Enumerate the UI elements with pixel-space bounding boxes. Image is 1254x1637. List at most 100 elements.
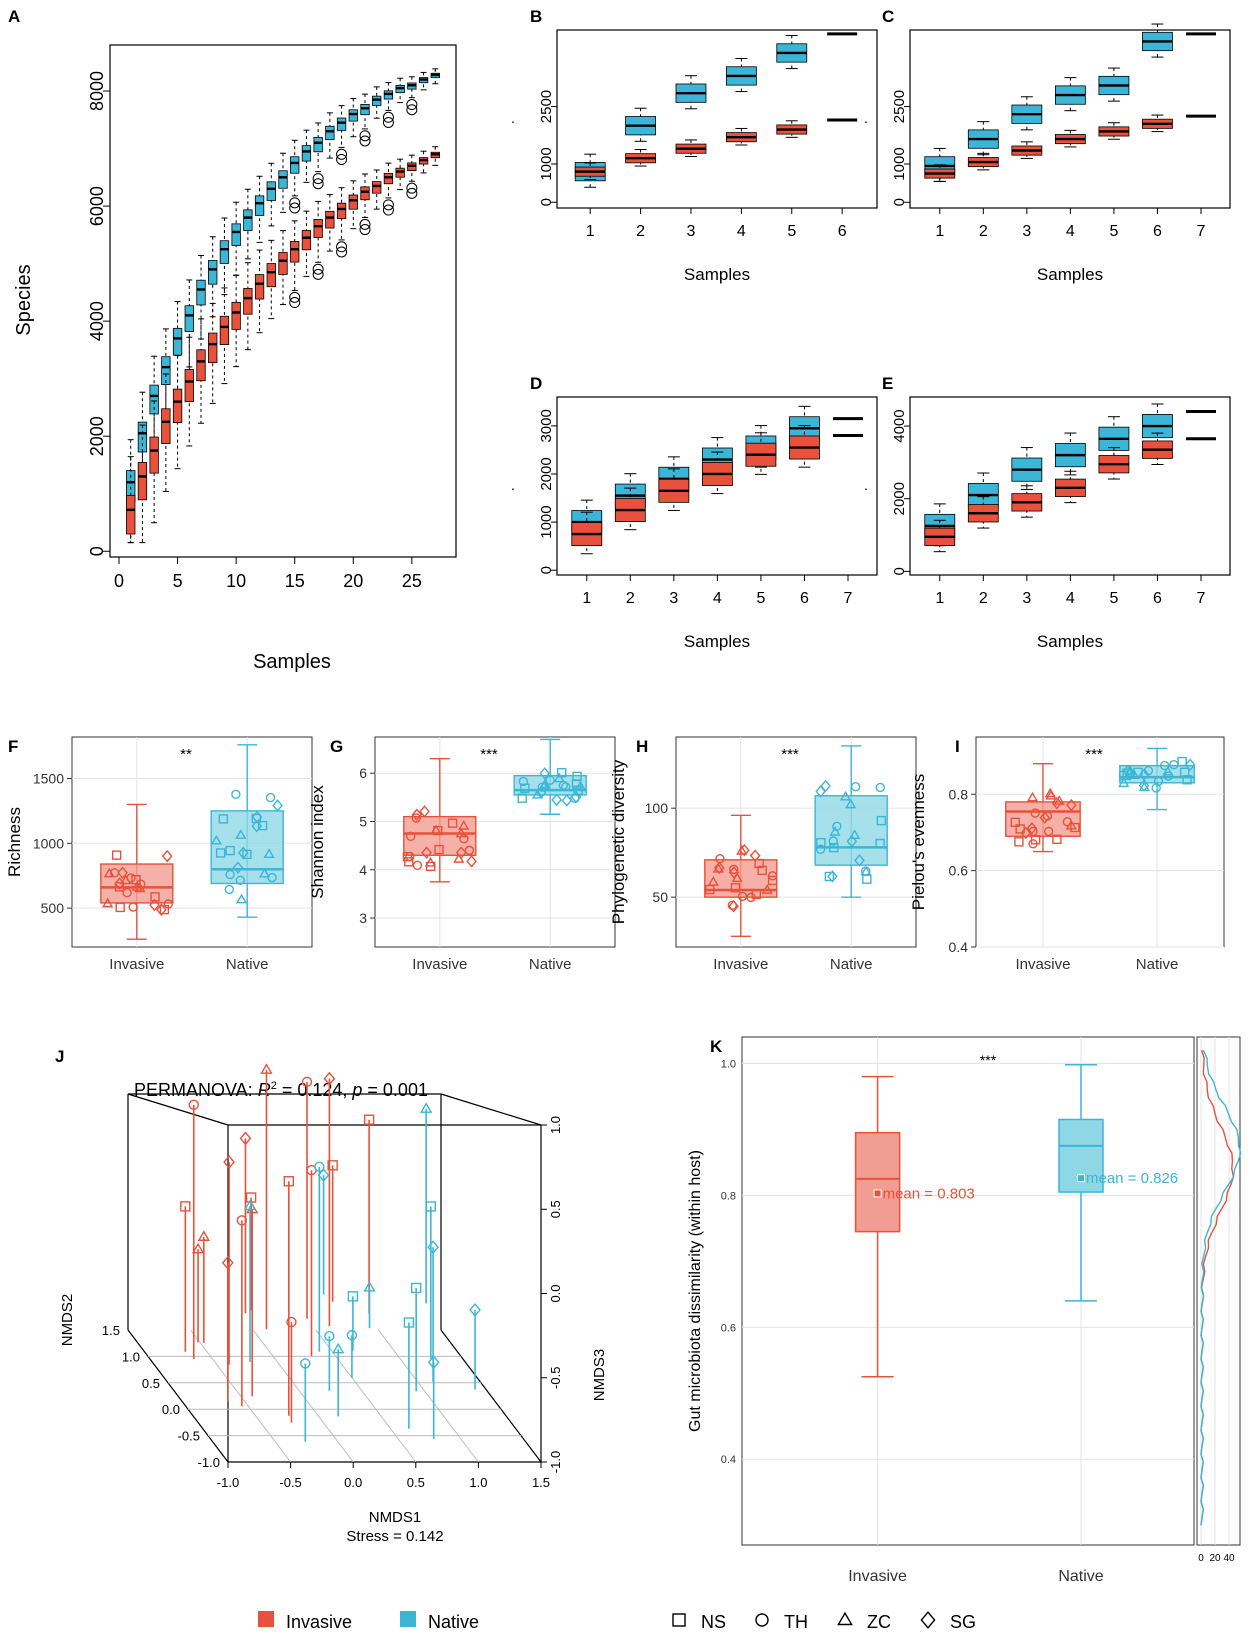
outlier bbox=[359, 130, 371, 142]
data-point bbox=[539, 767, 551, 780]
data-point bbox=[730, 883, 741, 893]
x-tick-label: 1 bbox=[582, 590, 591, 607]
data-point bbox=[1118, 777, 1130, 788]
plot-frame bbox=[556, 396, 878, 576]
outlier bbox=[359, 224, 371, 236]
box bbox=[704, 859, 778, 898]
data-point bbox=[1066, 798, 1077, 812]
data-point bbox=[134, 882, 146, 893]
x-tick-label: 6 bbox=[838, 223, 847, 240]
data-point bbox=[561, 794, 573, 807]
data-point bbox=[243, 1199, 257, 1211]
y-tick-label: 0 bbox=[87, 546, 107, 556]
y-tick-label: 0 bbox=[891, 198, 908, 206]
data-point bbox=[223, 1155, 235, 1170]
stress-label: Stress = 0.142 bbox=[346, 1528, 443, 1545]
data-point bbox=[464, 845, 475, 856]
z-tick-label: 0.0 bbox=[548, 1284, 563, 1302]
legend-swatch bbox=[400, 1611, 416, 1627]
box bbox=[172, 327, 183, 356]
box bbox=[403, 815, 477, 856]
box bbox=[184, 369, 194, 403]
x-tick-label: Invasive bbox=[848, 1568, 907, 1585]
data-point bbox=[1177, 756, 1187, 767]
y-tick-label: 1000 bbox=[33, 835, 64, 851]
x-axis-label: Samples bbox=[684, 265, 750, 284]
data-point bbox=[517, 793, 527, 803]
outlier bbox=[382, 199, 394, 211]
y-tick-label: 1000 bbox=[891, 147, 908, 180]
data-point bbox=[1169, 759, 1179, 770]
circle-icon bbox=[755, 1613, 769, 1627]
y-tick-label: 0 bbox=[891, 567, 908, 575]
y-tick-label: 0.8 bbox=[721, 1190, 736, 1202]
x-tick-label: 5 bbox=[1109, 223, 1118, 240]
outlier bbox=[336, 241, 348, 253]
mean-marker bbox=[1077, 1174, 1085, 1183]
box bbox=[360, 104, 370, 116]
outlier bbox=[312, 173, 324, 185]
panel-letter-g: G bbox=[330, 737, 343, 756]
data-point bbox=[861, 866, 871, 876]
y-tick-label: 500 bbox=[41, 900, 65, 916]
data-point bbox=[557, 768, 567, 778]
y-axis-label: Gut microbiota dissimilarity (within hos… bbox=[687, 1150, 704, 1432]
legend-label: ZC bbox=[867, 1612, 891, 1632]
x-tick-label: 0.0 bbox=[344, 1475, 362, 1490]
data-point bbox=[258, 867, 271, 878]
mean-label: mean = 0.826 bbox=[1086, 1170, 1178, 1187]
data-point bbox=[815, 785, 826, 798]
data-point bbox=[875, 782, 885, 793]
data-point bbox=[225, 869, 235, 880]
data-point bbox=[469, 1302, 481, 1317]
box bbox=[290, 156, 300, 174]
x-tick-label: 6 bbox=[1153, 590, 1162, 607]
data-point bbox=[102, 897, 114, 908]
plot-frame bbox=[909, 29, 1231, 209]
box bbox=[219, 240, 230, 264]
data-point bbox=[1184, 758, 1196, 772]
data-point bbox=[829, 842, 839, 853]
box bbox=[219, 315, 230, 346]
data-point bbox=[314, 1161, 325, 1173]
x-tick-label: 3 bbox=[687, 223, 696, 240]
data-point bbox=[845, 798, 857, 809]
permanova-title: PERMANOVA: R2 = 0.124, p = 0.001 bbox=[134, 1080, 428, 1100]
x-tick-label: Native bbox=[830, 956, 873, 973]
box bbox=[149, 436, 159, 474]
x-axis-label: Samples bbox=[684, 632, 750, 651]
data-point bbox=[828, 836, 838, 846]
data-point bbox=[715, 854, 725, 864]
density-tick-label: 0 bbox=[1198, 1553, 1204, 1564]
data-point bbox=[728, 899, 739, 913]
x-tick-label: 4 bbox=[713, 590, 722, 607]
box bbox=[243, 288, 253, 315]
evenness-panel: 0.4 0.6 0.8 Pielou's evenness *** Invasive Nat… bbox=[909, 736, 1225, 973]
data-point bbox=[824, 871, 835, 882]
box bbox=[161, 408, 171, 444]
box bbox=[348, 109, 358, 122]
y-tick-label: 0.0 bbox=[162, 1402, 180, 1417]
box bbox=[336, 117, 347, 131]
panel-letter-c: C bbox=[882, 7, 894, 26]
box bbox=[266, 181, 276, 201]
z-tick-label: 1.0 bbox=[548, 1116, 563, 1134]
data-point bbox=[574, 780, 587, 791]
y-axis-label: . bbox=[864, 477, 868, 493]
z-tick-label: -1.0 bbox=[548, 1451, 563, 1473]
data-point bbox=[323, 1071, 336, 1086]
plot-frame bbox=[556, 29, 878, 209]
x-tick-label: Native bbox=[1058, 1568, 1103, 1585]
rarefaction-panel-a: 0 2000 4000 6000 8000 0 5 10 15 20 25 Samples Spe… bbox=[13, 44, 457, 673]
data-point bbox=[327, 1160, 338, 1171]
data-point bbox=[1030, 808, 1040, 818]
diamond-icon bbox=[920, 1611, 936, 1629]
data-point bbox=[159, 904, 170, 915]
data-point bbox=[427, 1240, 439, 1255]
data-point bbox=[560, 782, 571, 792]
data-point bbox=[705, 884, 715, 895]
data-point bbox=[1052, 834, 1062, 845]
data-point bbox=[875, 838, 885, 849]
y-axis-label: . bbox=[864, 110, 868, 126]
box bbox=[208, 332, 218, 364]
